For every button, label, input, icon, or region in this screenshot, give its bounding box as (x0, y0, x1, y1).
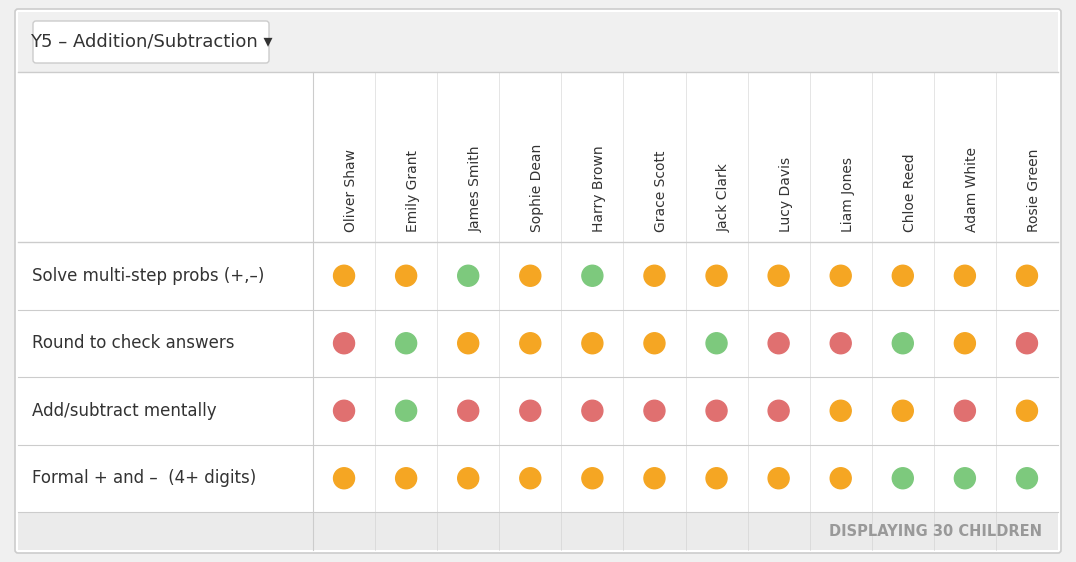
Text: Liam Jones: Liam Jones (840, 157, 854, 232)
Circle shape (582, 468, 603, 489)
FancyBboxPatch shape (15, 9, 1061, 553)
Circle shape (706, 265, 727, 286)
Circle shape (892, 333, 914, 353)
Circle shape (831, 468, 851, 489)
Text: Grace Scott: Grace Scott (654, 151, 668, 232)
Circle shape (520, 400, 541, 422)
Circle shape (334, 333, 354, 353)
Circle shape (831, 333, 851, 353)
Circle shape (457, 400, 479, 422)
Text: Adam White: Adam White (965, 147, 979, 232)
Circle shape (1017, 265, 1037, 286)
Circle shape (831, 400, 851, 422)
Circle shape (706, 468, 727, 489)
Circle shape (396, 333, 416, 353)
Circle shape (396, 265, 416, 286)
Circle shape (334, 265, 354, 286)
Circle shape (396, 468, 416, 489)
Circle shape (396, 400, 416, 422)
Circle shape (768, 265, 789, 286)
Circle shape (334, 468, 354, 489)
Circle shape (520, 265, 541, 286)
Text: Oliver Shaw: Oliver Shaw (344, 149, 358, 232)
Text: Jack Clark: Jack Clark (717, 163, 731, 232)
Text: Lucy Davis: Lucy Davis (779, 157, 793, 232)
Text: Chloe Reed: Chloe Reed (903, 153, 917, 232)
Text: Emily Grant: Emily Grant (406, 150, 420, 232)
Circle shape (1017, 468, 1037, 489)
Circle shape (457, 333, 479, 353)
FancyBboxPatch shape (33, 21, 269, 63)
Text: Solve multi-step probs (+,–): Solve multi-step probs (+,–) (32, 267, 265, 285)
Circle shape (706, 333, 727, 353)
Circle shape (954, 265, 975, 286)
FancyBboxPatch shape (18, 512, 1058, 550)
Circle shape (582, 333, 603, 353)
Circle shape (582, 265, 603, 286)
Circle shape (643, 468, 665, 489)
Circle shape (643, 265, 665, 286)
Text: Y5 – Addition/Subtraction ▾: Y5 – Addition/Subtraction ▾ (30, 33, 272, 51)
Circle shape (457, 265, 479, 286)
Circle shape (457, 468, 479, 489)
Circle shape (892, 265, 914, 286)
Circle shape (1017, 333, 1037, 353)
Text: Harry Brown: Harry Brown (593, 146, 607, 232)
Circle shape (768, 468, 789, 489)
Text: James Smith: James Smith (468, 146, 482, 232)
Circle shape (954, 468, 975, 489)
Circle shape (520, 468, 541, 489)
Text: Add/subtract mentally: Add/subtract mentally (32, 402, 216, 420)
Circle shape (831, 265, 851, 286)
Text: DISPLAYING 30 CHILDREN: DISPLAYING 30 CHILDREN (829, 523, 1042, 538)
Text: Sophie Dean: Sophie Dean (530, 144, 544, 232)
Circle shape (520, 333, 541, 353)
Circle shape (954, 333, 975, 353)
FancyBboxPatch shape (18, 12, 1058, 72)
Text: Round to check answers: Round to check answers (32, 334, 235, 352)
Text: Formal + and –  (4+ digits): Formal + and – (4+ digits) (32, 469, 256, 487)
Circle shape (768, 333, 789, 353)
Circle shape (892, 468, 914, 489)
Circle shape (892, 400, 914, 422)
Circle shape (643, 400, 665, 422)
Circle shape (643, 333, 665, 353)
Circle shape (1017, 400, 1037, 422)
Text: Rosie Green: Rosie Green (1027, 148, 1040, 232)
Circle shape (706, 400, 727, 422)
Circle shape (582, 400, 603, 422)
Circle shape (334, 400, 354, 422)
Circle shape (768, 400, 789, 422)
Circle shape (954, 400, 975, 422)
